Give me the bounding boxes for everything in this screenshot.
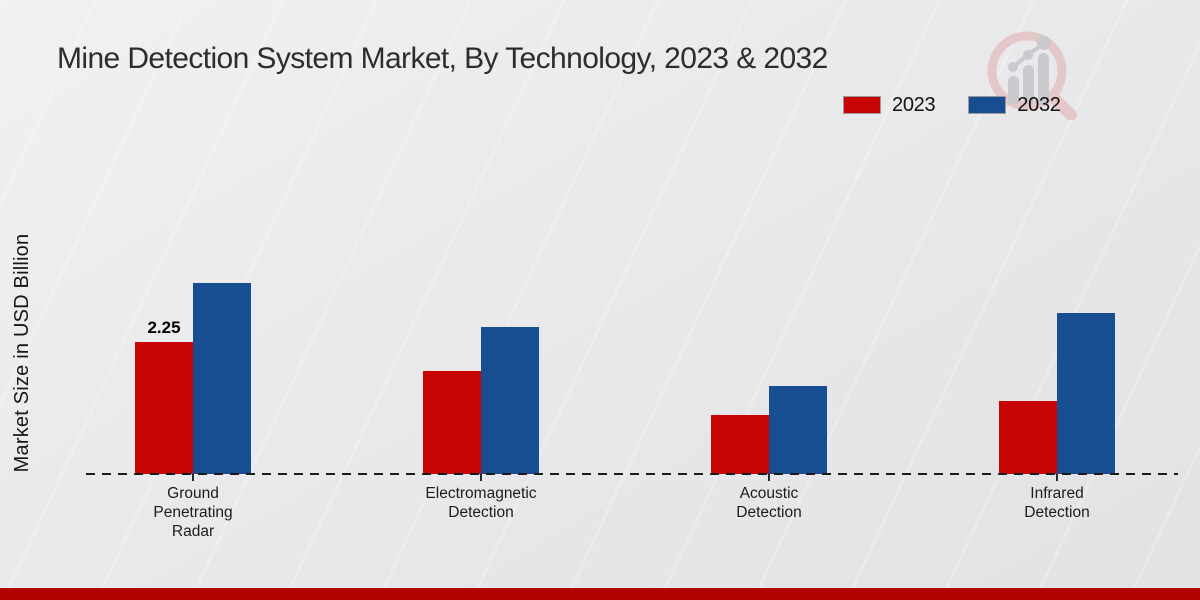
bar-2032-electromagnetic-detection bbox=[481, 327, 539, 474]
category-label-ground-penetrating-radar: Ground Penetrating Radar bbox=[153, 485, 233, 540]
axis-tick-ground-penetrating-radar bbox=[192, 474, 194, 481]
bar-2032-infrared-detection bbox=[1057, 313, 1115, 474]
bar-2023-acoustic-detection bbox=[711, 415, 769, 474]
bar-2023-ground-penetrating-radar bbox=[135, 342, 193, 474]
legend-label-2023: 2023 bbox=[892, 93, 936, 116]
legend-label-2032: 2032 bbox=[1017, 93, 1061, 116]
category-label-infrared-detection: Infrared Detection bbox=[1024, 485, 1090, 521]
x-axis-baseline bbox=[86, 473, 1178, 475]
bar-2023-electromagnetic-detection bbox=[423, 371, 481, 474]
axis-tick-infrared-detection bbox=[1056, 474, 1058, 481]
chart-title: Mine Detection System Market, By Technol… bbox=[57, 42, 828, 75]
magnifier-chart-logo-icon bbox=[987, 31, 1077, 121]
category-label-electromagnetic-detection: Electromagnetic Detection bbox=[425, 485, 537, 521]
axis-tick-electromagnetic-detection bbox=[480, 474, 482, 481]
axis-tick-acoustic-detection bbox=[768, 474, 770, 481]
legend-swatch-2032 bbox=[968, 96, 1007, 114]
bottom-accent-bar bbox=[0, 588, 1200, 600]
bar-2023-infrared-detection bbox=[999, 401, 1057, 474]
legend-swatch-2023 bbox=[843, 96, 881, 114]
market-research-future-logo bbox=[982, 28, 1082, 121]
bar-2032-ground-penetrating-radar bbox=[193, 283, 251, 474]
bar-2032-acoustic-detection bbox=[769, 386, 827, 474]
legend: 2023 2032 bbox=[843, 93, 1061, 117]
category-label-acoustic-detection: Acoustic Detection bbox=[736, 485, 802, 521]
value-label-2023-ground-penetrating-radar: 2.25 bbox=[147, 318, 181, 337]
y-axis-label: Market Size in USD Billion bbox=[11, 233, 33, 473]
